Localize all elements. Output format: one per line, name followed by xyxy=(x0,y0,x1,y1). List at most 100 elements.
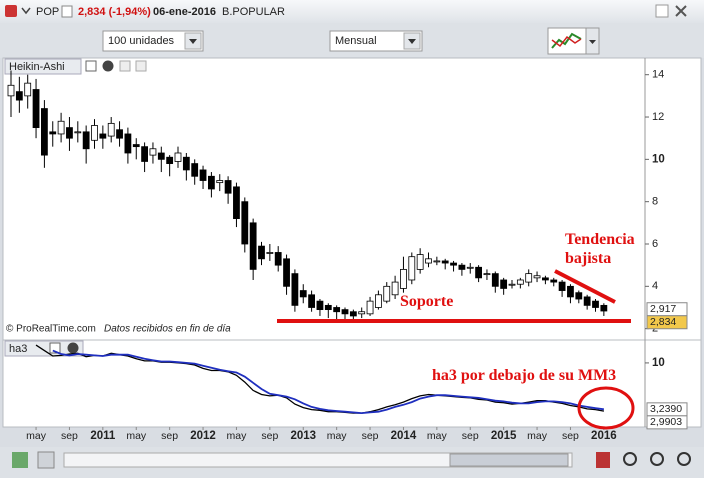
candle-body xyxy=(374,294,382,308)
watermark-note: Datos recibidos en fin de día xyxy=(104,324,231,335)
y-tick-label: 14 xyxy=(652,69,664,81)
close-window[interactable] xyxy=(675,5,687,17)
candle-body xyxy=(7,84,15,97)
candle-body xyxy=(157,152,165,160)
price-change: 2,834 (-1,94%) xyxy=(78,6,151,18)
annotation: ha3 por debajo de su MM3 xyxy=(432,367,617,384)
y-tick-label: 10 xyxy=(652,153,665,165)
x-tick-label: may xyxy=(26,430,47,442)
candle-body xyxy=(558,281,566,291)
x-tick-label: sep xyxy=(61,430,78,442)
period-dropdown[interactable] xyxy=(329,30,423,52)
tool-button[interactable] xyxy=(596,452,610,468)
candle-body xyxy=(291,273,299,306)
candle-body xyxy=(324,304,332,311)
x-tick-label: 2015 xyxy=(491,430,517,442)
candle-body xyxy=(408,256,416,281)
candle-body xyxy=(416,254,424,270)
panel-close[interactable] xyxy=(67,342,79,354)
candle-body xyxy=(15,91,23,101)
candle-body xyxy=(391,281,399,296)
candle-body xyxy=(124,133,132,154)
quantity-dropdown[interactable] xyxy=(102,30,204,52)
x-tick-label: 2016 xyxy=(591,430,617,442)
tool-button[interactable] xyxy=(37,451,55,469)
candle-body xyxy=(592,300,599,308)
zoom-out[interactable] xyxy=(650,452,664,466)
price-marker-label: 2,9903 xyxy=(650,416,682,428)
x-tick-label: may xyxy=(227,430,248,442)
candle-body xyxy=(525,273,533,283)
x-tick-label: 2012 xyxy=(190,430,216,442)
candle-body xyxy=(66,127,73,139)
symbol: POP xyxy=(36,6,59,18)
candle-body xyxy=(600,304,608,312)
candle-body xyxy=(533,275,541,279)
candle-body xyxy=(91,125,98,141)
candle-body xyxy=(99,133,107,139)
candle-body xyxy=(224,180,232,194)
candle-body xyxy=(199,169,207,181)
candle-body xyxy=(274,252,282,266)
panel-close[interactable] xyxy=(102,60,114,72)
x-tick-label: may xyxy=(427,430,448,442)
x-tick-label: 2013 xyxy=(290,430,316,442)
candle-body xyxy=(49,131,57,135)
info-button[interactable] xyxy=(61,5,73,18)
candle-body xyxy=(216,180,224,184)
x-tick-label: sep xyxy=(261,430,278,442)
candle-body xyxy=(508,283,516,286)
candle-body xyxy=(24,82,32,97)
x-tick-label: sep xyxy=(362,430,379,442)
candle-body xyxy=(166,156,174,164)
candle-body xyxy=(542,277,549,281)
panel-tab[interactable] xyxy=(4,340,84,357)
arrow xyxy=(408,39,416,44)
candle-body xyxy=(425,258,432,264)
candle-body xyxy=(107,122,115,137)
panel-tab[interactable] xyxy=(4,58,82,75)
candle-body xyxy=(233,186,240,220)
candle-body xyxy=(567,285,574,298)
candle-body xyxy=(400,268,407,289)
panel-button[interactable] xyxy=(119,60,131,72)
candle-body xyxy=(241,201,249,245)
plot-layer: 24681012142,9172,834103,23902,9903maysep… xyxy=(7,69,688,442)
price-marker-label: 2,917 xyxy=(650,303,676,315)
candle-body xyxy=(516,279,524,285)
candle-body xyxy=(475,266,483,279)
annotation: Soporte xyxy=(400,293,454,310)
period: Mensual xyxy=(335,35,377,47)
candle-body xyxy=(283,258,290,287)
candle-body xyxy=(550,279,558,283)
price-marker-label: 3,2390 xyxy=(650,403,682,415)
x-tick-label: may xyxy=(527,430,548,442)
panel-button[interactable] xyxy=(49,342,61,354)
panel-title: ha3 xyxy=(9,343,27,355)
zoom-in[interactable] xyxy=(677,452,691,466)
candle-body xyxy=(191,163,199,177)
y-tick-label: 8 xyxy=(652,196,658,208)
zoom-fit[interactable] xyxy=(623,452,637,466)
tool-button[interactable] xyxy=(12,452,28,468)
arrow xyxy=(189,39,197,44)
y-tick-label: 12 xyxy=(652,111,664,123)
candle-body xyxy=(358,311,366,315)
window-button[interactable] xyxy=(655,4,669,18)
annotation: Tendencia bajista xyxy=(565,231,635,267)
date: 06-ene-2016 xyxy=(153,6,216,18)
scroll-thumb[interactable] xyxy=(449,453,569,467)
scrollbar[interactable] xyxy=(63,452,573,468)
candle-body xyxy=(207,175,215,190)
indicator-line xyxy=(52,349,605,415)
price-marker-label: 2,834 xyxy=(650,316,676,328)
x-tick-label: sep xyxy=(562,430,579,442)
symbol-menu[interactable] xyxy=(21,7,31,15)
candle-body xyxy=(341,309,349,315)
panel-button[interactable] xyxy=(85,60,97,72)
candle-body xyxy=(182,156,190,171)
panel-button[interactable] xyxy=(135,60,147,72)
candle-body xyxy=(483,273,491,276)
